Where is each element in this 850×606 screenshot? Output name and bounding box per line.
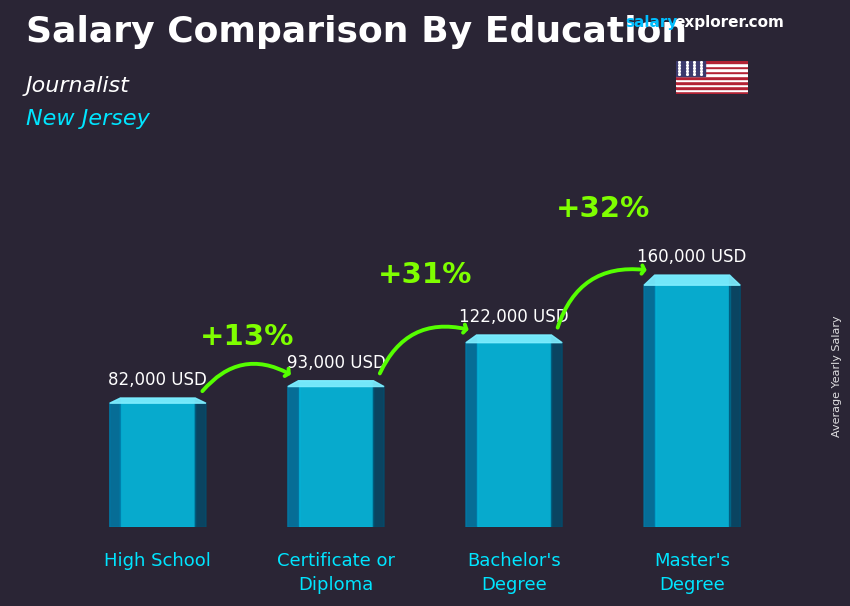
Polygon shape [110, 398, 121, 527]
Polygon shape [644, 275, 654, 527]
Bar [676, 79, 748, 81]
Text: Journalist: Journalist [26, 76, 129, 96]
Text: Certificate or
Diploma: Certificate or Diploma [277, 553, 395, 594]
Text: Master's
Degree: Master's Degree [654, 553, 730, 594]
Polygon shape [196, 398, 206, 527]
Polygon shape [466, 335, 562, 342]
Bar [676, 81, 748, 84]
Polygon shape [298, 381, 373, 527]
Polygon shape [110, 398, 206, 403]
Text: 160,000 USD: 160,000 USD [638, 248, 747, 267]
Text: Bachelor's
Degree: Bachelor's Degree [468, 553, 561, 594]
Polygon shape [121, 398, 196, 527]
Polygon shape [477, 335, 552, 527]
Polygon shape [288, 381, 298, 527]
Bar [676, 73, 748, 76]
Text: High School: High School [105, 553, 212, 570]
Text: salary: salary [625, 15, 677, 30]
Bar [676, 71, 748, 73]
Text: +31%: +31% [377, 261, 473, 289]
Polygon shape [288, 381, 384, 387]
Text: 122,000 USD: 122,000 USD [459, 308, 569, 326]
Text: explorer: explorer [674, 15, 746, 30]
Bar [676, 89, 748, 92]
Text: +32%: +32% [556, 195, 650, 223]
Text: .com: .com [744, 15, 785, 30]
Polygon shape [373, 381, 384, 527]
Polygon shape [466, 335, 477, 527]
Bar [676, 61, 705, 76]
Polygon shape [654, 275, 729, 527]
Text: Salary Comparison By Education: Salary Comparison By Education [26, 15, 687, 49]
Bar [676, 84, 748, 86]
Bar [676, 61, 748, 63]
Bar [676, 86, 748, 89]
Bar [676, 63, 748, 65]
Text: 93,000 USD: 93,000 USD [286, 354, 385, 372]
Bar [676, 65, 748, 68]
Text: Average Yearly Salary: Average Yearly Salary [832, 315, 842, 436]
Text: New Jersey: New Jersey [26, 109, 150, 129]
Polygon shape [644, 275, 740, 285]
Text: +13%: +13% [200, 322, 294, 351]
Bar [676, 68, 748, 71]
Bar [676, 76, 748, 79]
Polygon shape [552, 335, 562, 527]
Bar [676, 92, 748, 94]
Text: 82,000 USD: 82,000 USD [109, 371, 207, 389]
Polygon shape [729, 275, 740, 527]
